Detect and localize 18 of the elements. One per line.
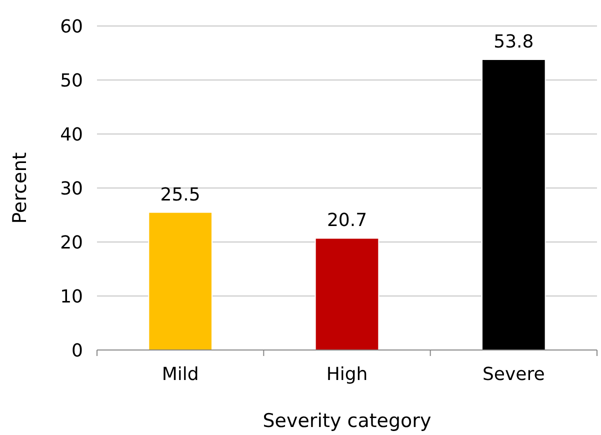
- y-tick-label: 50: [60, 70, 83, 92]
- data-label: 20.7: [326, 210, 368, 232]
- bar: [148, 212, 212, 350]
- y-tick-label: 60: [60, 16, 83, 38]
- bar: [482, 58, 546, 350]
- y-tick-label: 40: [60, 124, 83, 146]
- x-tick-label: Mild: [162, 364, 199, 385]
- data-label: 53.8: [494, 31, 534, 52]
- x-axis-title: Severity category: [262, 410, 432, 432]
- y-tick-label: 30: [60, 178, 83, 200]
- y-tick-label: 20: [60, 232, 83, 254]
- y-tick-label: 10: [60, 286, 83, 308]
- x-tick-label: High: [326, 364, 368, 385]
- bar: [314, 238, 380, 350]
- y-tick-label: 0: [72, 340, 83, 362]
- x-tick-label: Severe: [482, 364, 545, 385]
- data-label: 25.5: [160, 184, 200, 206]
- y-axis-title: Percent: [9, 152, 31, 224]
